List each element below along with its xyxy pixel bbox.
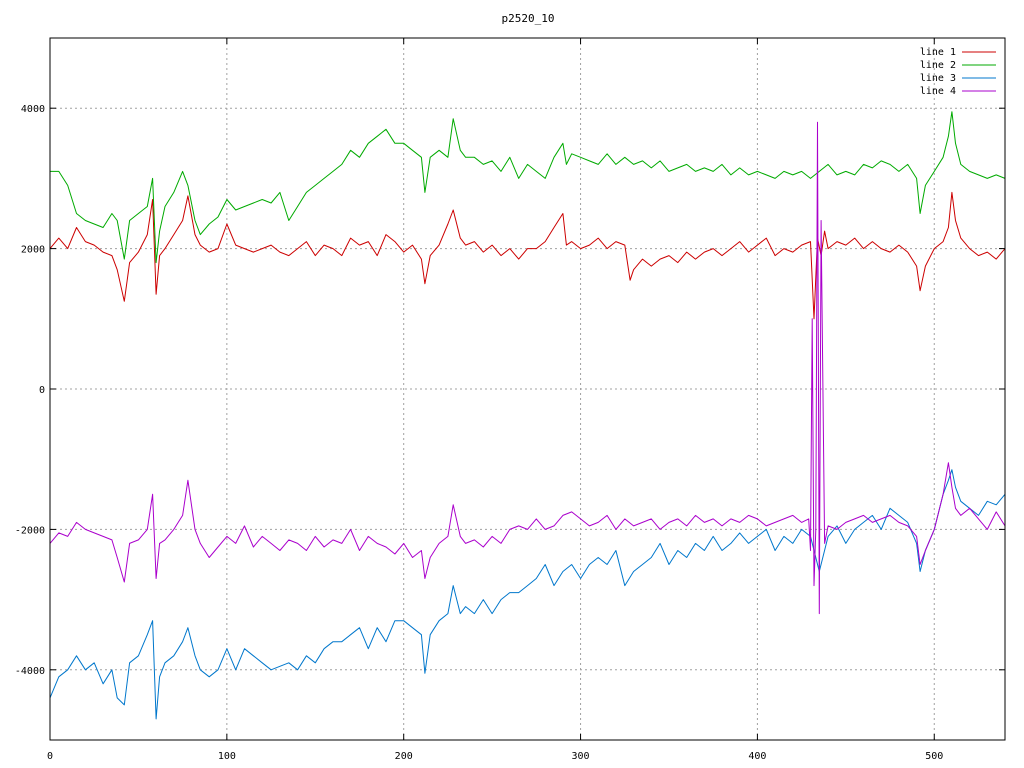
grid: [50, 38, 1005, 740]
legend-label-3: line 3: [920, 73, 956, 84]
legend-label-2: line 2: [920, 60, 956, 71]
series-line-4: [49, 121, 1006, 615]
y-tick-label: -4000: [15, 666, 45, 677]
y-tick-label: 2000: [21, 245, 45, 256]
x-tick-label: 0: [47, 751, 53, 762]
y-tick-label: -2000: [15, 525, 45, 536]
axis-ticks: 0 100 200 300 400 500 -4000 -2000 0 2000 4000: [15, 38, 1005, 762]
x-tick-label: 100: [218, 751, 236, 762]
x-tick-label: 500: [925, 751, 943, 762]
series-line-2: [50, 111, 1006, 264]
legend-label-1: line 1: [920, 47, 956, 58]
series-line-1: [49, 191, 1006, 320]
series-line-3: [49, 469, 1006, 720]
chart-title: p2520_10: [502, 12, 555, 25]
legend: line 1 line 2 line 3 line 4: [920, 47, 996, 97]
series-group: [49, 111, 1006, 720]
x-tick-label: 400: [748, 751, 766, 762]
legend-label-4: line 4: [920, 86, 956, 97]
y-tick-label: 4000: [21, 104, 45, 115]
y-tick-label: 0: [39, 385, 45, 396]
x-tick-label: 300: [572, 751, 590, 762]
x-tick-label: 200: [395, 751, 413, 762]
